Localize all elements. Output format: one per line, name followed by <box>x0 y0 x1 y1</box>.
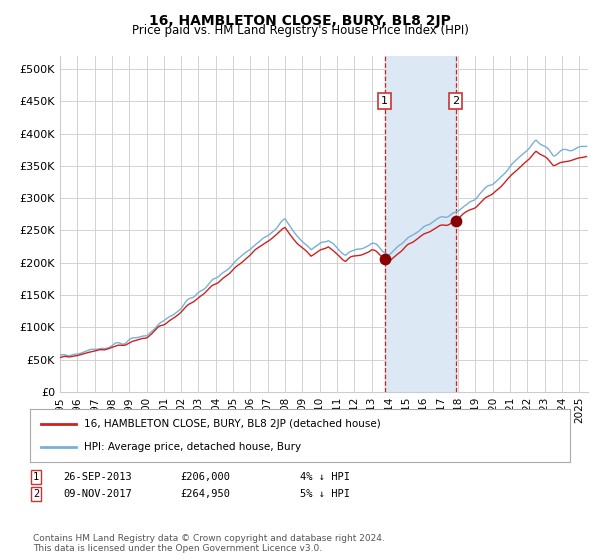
Text: 5% ↓ HPI: 5% ↓ HPI <box>300 489 350 499</box>
Text: £206,000: £206,000 <box>180 472 230 482</box>
Text: 1: 1 <box>381 96 388 106</box>
Text: 2: 2 <box>33 489 39 499</box>
Text: 09-NOV-2017: 09-NOV-2017 <box>63 489 132 499</box>
Bar <box>385 56 455 392</box>
Text: 16, HAMBLETON CLOSE, BURY, BL8 2JP: 16, HAMBLETON CLOSE, BURY, BL8 2JP <box>149 14 451 28</box>
Text: 26-SEP-2013: 26-SEP-2013 <box>63 472 132 482</box>
Text: HPI: Average price, detached house, Bury: HPI: Average price, detached house, Bury <box>84 442 301 452</box>
Point <box>451 216 460 225</box>
Text: Contains HM Land Registry data © Crown copyright and database right 2024.
This d: Contains HM Land Registry data © Crown c… <box>33 534 385 553</box>
Text: £264,950: £264,950 <box>180 489 230 499</box>
Text: 2: 2 <box>452 96 459 106</box>
Text: 1: 1 <box>33 472 39 482</box>
Text: 4% ↓ HPI: 4% ↓ HPI <box>300 472 350 482</box>
Text: 16, HAMBLETON CLOSE, BURY, BL8 2JP (detached house): 16, HAMBLETON CLOSE, BURY, BL8 2JP (deta… <box>84 419 381 429</box>
Text: Price paid vs. HM Land Registry's House Price Index (HPI): Price paid vs. HM Land Registry's House … <box>131 24 469 37</box>
Point <box>380 254 389 263</box>
